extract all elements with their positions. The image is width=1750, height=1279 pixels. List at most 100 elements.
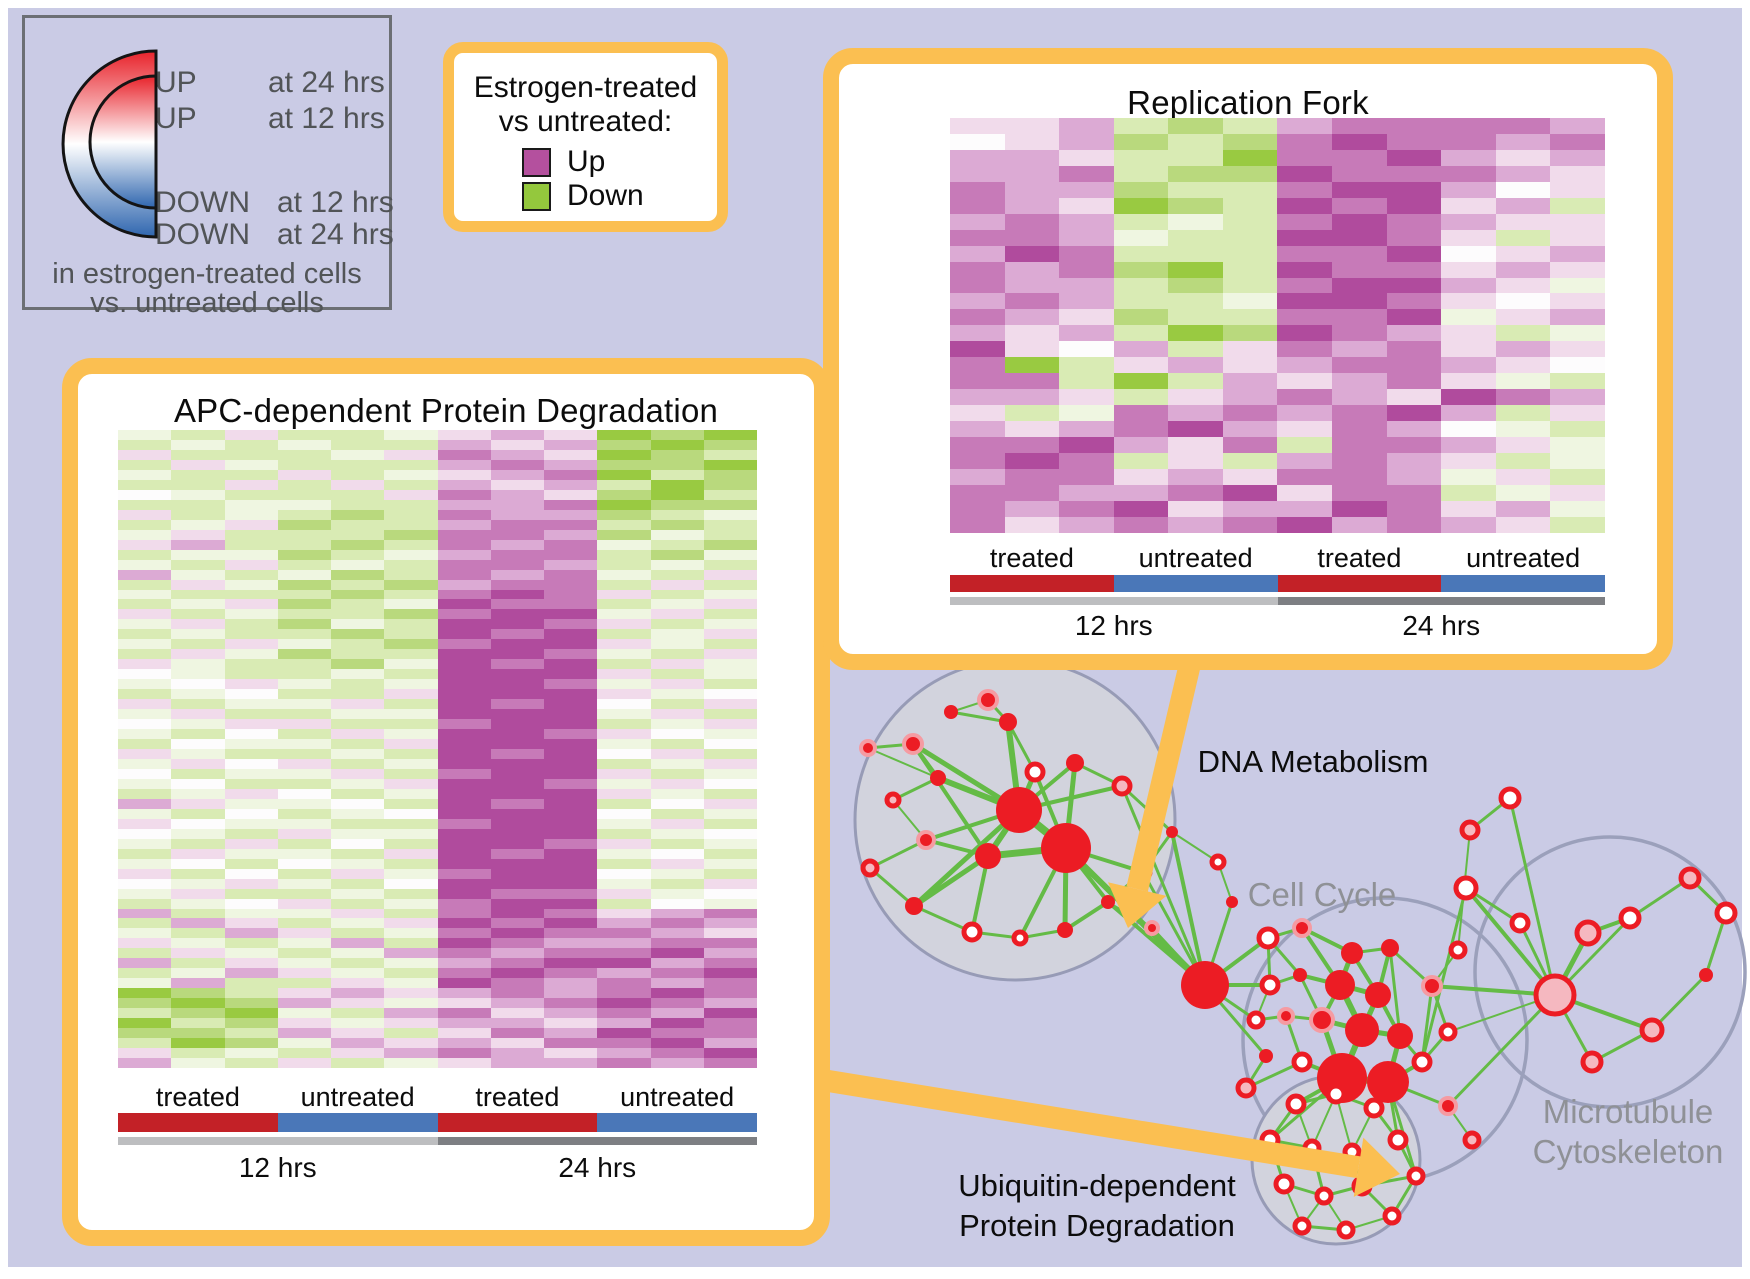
heatmap-cell [950, 245, 1005, 262]
heatmap-cell [1495, 261, 1551, 278]
heatmap-cell [544, 699, 598, 710]
heatmap-cell [224, 439, 278, 450]
heatmap-cell [1168, 197, 1223, 214]
heatmap-cell [437, 709, 491, 720]
network-edge [1446, 993, 1557, 1108]
heatmap-cell [277, 838, 331, 849]
heatmap-cell [384, 998, 438, 1009]
heatmap-cell [544, 559, 598, 570]
gene-node [1111, 775, 1133, 797]
heatmap-cell [490, 848, 544, 859]
gene-node [1336, 1220, 1356, 1240]
heatmap-cell [597, 749, 651, 759]
heatmap-cell [384, 669, 438, 680]
heatmap-cell [118, 838, 172, 849]
gene-node [1509, 912, 1531, 934]
heatmap-cell [1332, 341, 1387, 358]
heatmap-cell [1222, 245, 1278, 262]
heatmap-cell [277, 719, 331, 730]
heatmap-cell [277, 898, 331, 909]
heatmap-cell [950, 469, 1005, 486]
heatmap-cell [437, 868, 491, 879]
gene-node [1453, 875, 1479, 901]
heatmap-cell [171, 479, 225, 490]
heatmap-cell [1004, 325, 1060, 342]
heatmap-cell [331, 679, 385, 690]
heatmap-cell [650, 469, 704, 480]
heatmap-cell [950, 293, 1005, 310]
up-color-swatch [522, 147, 551, 177]
heatmap-cell [1222, 405, 1278, 422]
heatmap-cell [1113, 389, 1169, 406]
heatmap-cell [544, 898, 598, 909]
gene-node [999, 713, 1017, 731]
heatmap-cell [703, 1008, 757, 1019]
heatmap-cell [331, 1048, 385, 1059]
heatmap-cell [1550, 357, 1605, 374]
heatmap-cell [171, 788, 225, 799]
gene-node [944, 705, 958, 719]
heatmap-cell [277, 539, 331, 550]
network-edge [1650, 973, 1708, 1032]
heatmap-cell [331, 669, 385, 680]
heatmap-cell [597, 768, 651, 779]
heatmap-cell [1277, 421, 1333, 438]
gene-node [1292, 1216, 1312, 1236]
heatmap-cell [171, 549, 225, 560]
link-arrow-shaft [808, 1067, 1361, 1179]
heatmap-cell [650, 609, 704, 620]
heatmap-cell [171, 699, 225, 710]
heatmap-cell [1550, 437, 1605, 454]
heatmap-cell [171, 938, 225, 949]
heatmap-cell [703, 878, 757, 889]
heatmap-cell [277, 888, 331, 899]
heatmap-cell [224, 778, 278, 789]
heatmap-cell [437, 1048, 491, 1059]
heatmap-cell [277, 768, 331, 779]
estrogen-legend-title-line2: vs untreated: [498, 105, 673, 138]
heatmap-cell [384, 559, 438, 570]
heatmap-cell [597, 998, 651, 1009]
heatmap-cell [118, 749, 172, 759]
heatmap-cell [1441, 229, 1496, 246]
gene-node [1011, 929, 1029, 947]
heatmap-cell [331, 928, 385, 939]
heatmap-cell [277, 808, 331, 819]
heatmap-cell [650, 828, 704, 839]
heatmap-cell [1441, 389, 1496, 406]
heatmap-cell [544, 858, 598, 869]
heatmap-cell [597, 499, 651, 510]
heatmap-cell [384, 519, 438, 530]
cluster-label-microtubule-line1: Microtubule [1542, 1093, 1714, 1130]
treatment-bar-segment [437, 1113, 598, 1132]
heatmap-cell [224, 838, 278, 849]
heatmap-cell [224, 569, 278, 580]
heatmap-cell [490, 679, 544, 690]
heatmap-cell [597, 439, 651, 450]
heatmap-cell [171, 609, 225, 620]
time-bar-segment [1277, 597, 1605, 605]
heatmap-cell [171, 1048, 225, 1059]
heatmap-cell [1277, 309, 1333, 326]
heatmap-cell [490, 798, 544, 809]
heatmap-cell [544, 968, 598, 979]
heatmap-cell [650, 1018, 704, 1029]
heatmap-cell [650, 918, 704, 929]
heatmap-cell [597, 559, 651, 570]
heatmap-cell [384, 549, 438, 560]
heatmap-cell [544, 579, 598, 590]
heatmap-cell [544, 798, 598, 809]
heatmap-cell [384, 888, 438, 899]
heatmap-cell [224, 988, 278, 999]
heatmap-cell [171, 828, 225, 839]
heatmap-cell [1550, 261, 1605, 278]
heatmap-cell [703, 828, 757, 839]
heatmap-cell [1550, 197, 1605, 214]
time-bar-segment [950, 597, 1278, 605]
heatmap-cell [1113, 373, 1169, 390]
heatmap-cell [544, 1008, 598, 1019]
heatmap-cell [1495, 245, 1551, 262]
heatmap-cell [1168, 133, 1223, 150]
heatmap-cell [597, 858, 651, 869]
heatmap-cell [277, 938, 331, 949]
